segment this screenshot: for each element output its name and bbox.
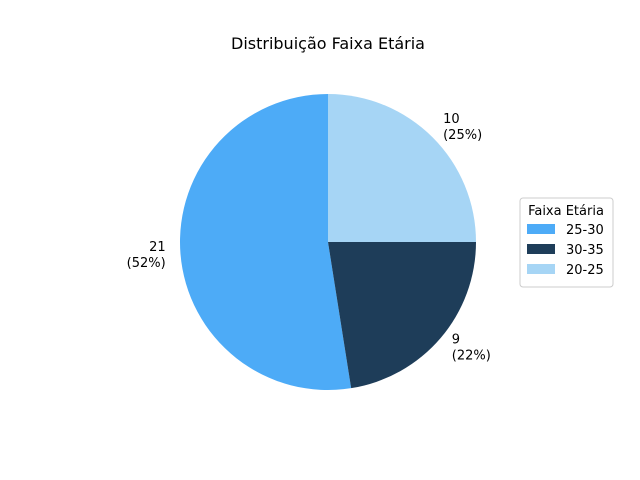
legend: Faixa Etária 25-30 30-35 20-25	[519, 197, 614, 288]
pie-slices	[180, 94, 476, 390]
slice-label-30-35: 9 (22%)	[452, 333, 491, 364]
pie-slice-labels: 10 (25%) 21 (52%) 9 (22%)	[127, 112, 491, 364]
pie-slice-30-35	[328, 242, 476, 389]
slice-label-20-25: 10 (25%)	[443, 112, 482, 143]
pie-slice-20-25	[328, 94, 476, 242]
legend-items: 25-30 30-35 20-25	[527, 223, 604, 278]
legend-swatch-25-30	[527, 224, 555, 234]
legend-label-30-35: 30-35	[566, 243, 604, 258]
legend-label-20-25: 20-25	[566, 263, 604, 278]
legend-swatch-20-25	[527, 264, 555, 274]
legend-swatch-30-35	[527, 244, 555, 254]
pie-slice-25-30	[180, 94, 352, 390]
slice-label-25-30: 21 (52%)	[127, 240, 166, 271]
chart-title: Distribuição Faixa Etária	[231, 34, 425, 53]
legend-label-25-30: 25-30	[566, 223, 604, 238]
legend-title: Faixa Etária	[528, 204, 604, 219]
